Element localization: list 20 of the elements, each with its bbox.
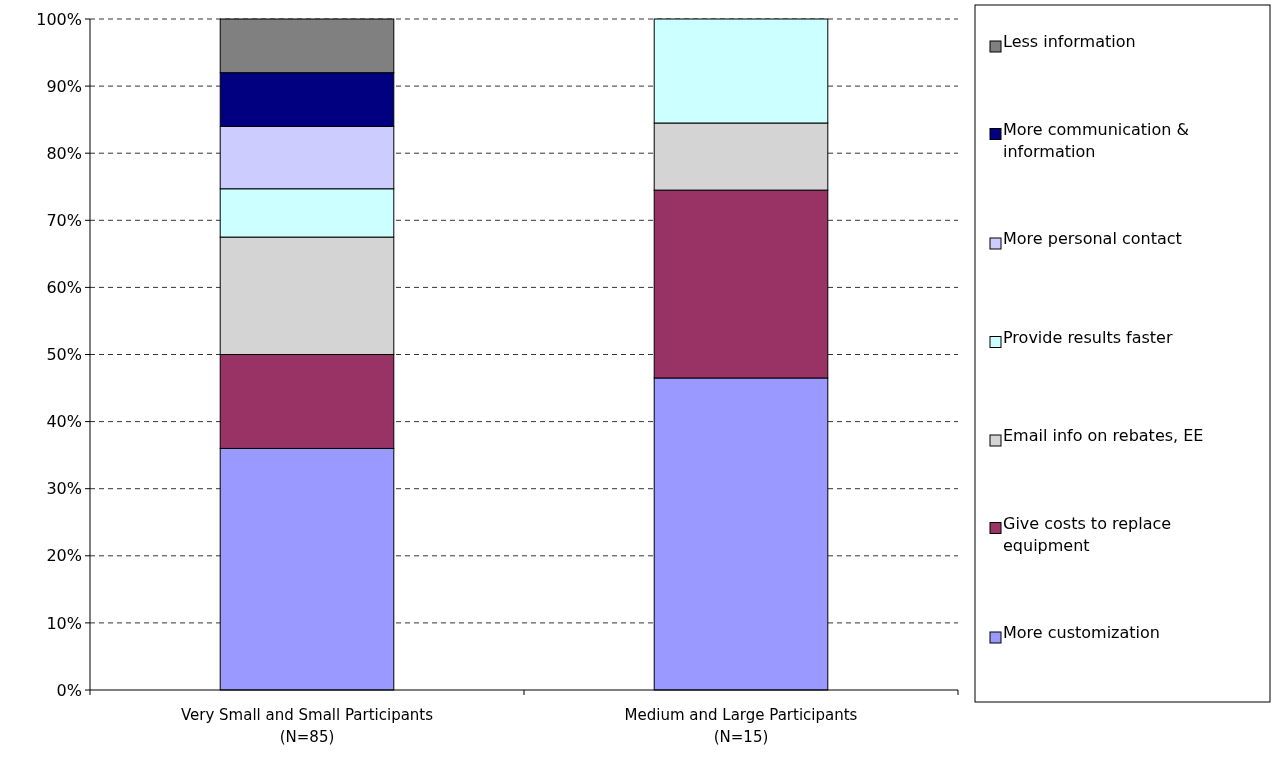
- y-tick-label: 30%: [46, 479, 82, 499]
- legend-label: More communication & information: [1003, 119, 1190, 161]
- y-tick-label: 100%: [36, 9, 82, 29]
- y-tick-label: 0%: [56, 680, 82, 700]
- legend-label: Give costs to replace equipment: [1003, 513, 1172, 555]
- y-tick-label: 40%: [46, 412, 82, 432]
- legend-label: Email info on rebates, EE: [1003, 426, 1204, 445]
- y-tick-label: 50%: [46, 345, 82, 365]
- legend-label: More customization: [1003, 623, 1160, 642]
- y-tick-label: 90%: [46, 76, 82, 96]
- y-tick-label: 70%: [46, 210, 82, 230]
- legend-label: More personal contact: [1003, 229, 1182, 248]
- y-tick-label: 10%: [46, 613, 82, 633]
- legend-label: Less information: [1003, 32, 1136, 51]
- y-tick-label: 20%: [46, 546, 82, 566]
- x-tick-label: Medium and Large Participants (N=15): [624, 706, 858, 746]
- y-tick-label: 80%: [46, 143, 82, 163]
- legend-label: Provide results faster: [1003, 327, 1173, 347]
- y-tick-label: 60%: [46, 278, 82, 297]
- x-tick-label: Very Small and Small Participants (N=85): [180, 706, 434, 746]
